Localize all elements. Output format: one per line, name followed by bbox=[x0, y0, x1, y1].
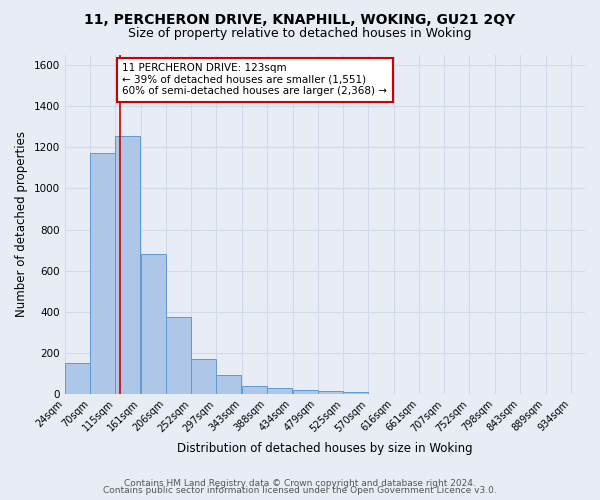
Bar bbox=[115, 136, 140, 394]
X-axis label: Distribution of detached houses by size in Woking: Distribution of detached houses by size … bbox=[177, 442, 473, 455]
Bar bbox=[242, 386, 267, 394]
Bar bbox=[343, 392, 368, 394]
Y-axis label: Number of detached properties: Number of detached properties bbox=[15, 132, 28, 318]
Text: 11, PERCHERON DRIVE, KNAPHILL, WOKING, GU21 2QY: 11, PERCHERON DRIVE, KNAPHILL, WOKING, G… bbox=[85, 12, 515, 26]
Text: Contains HM Land Registry data © Crown copyright and database right 2024.: Contains HM Land Registry data © Crown c… bbox=[124, 478, 476, 488]
Bar bbox=[267, 388, 292, 394]
Text: Contains public sector information licensed under the Open Government Licence v3: Contains public sector information licen… bbox=[103, 486, 497, 495]
Bar bbox=[191, 359, 217, 394]
Bar bbox=[293, 390, 317, 394]
Bar bbox=[317, 390, 343, 394]
Text: 11 PERCHERON DRIVE: 123sqm
← 39% of detached houses are smaller (1,551)
60% of s: 11 PERCHERON DRIVE: 123sqm ← 39% of deta… bbox=[122, 63, 388, 96]
Bar bbox=[217, 376, 241, 394]
Bar bbox=[65, 363, 89, 394]
Bar bbox=[141, 254, 166, 394]
Bar bbox=[166, 317, 191, 394]
Text: Size of property relative to detached houses in Woking: Size of property relative to detached ho… bbox=[128, 28, 472, 40]
Bar bbox=[90, 152, 115, 394]
